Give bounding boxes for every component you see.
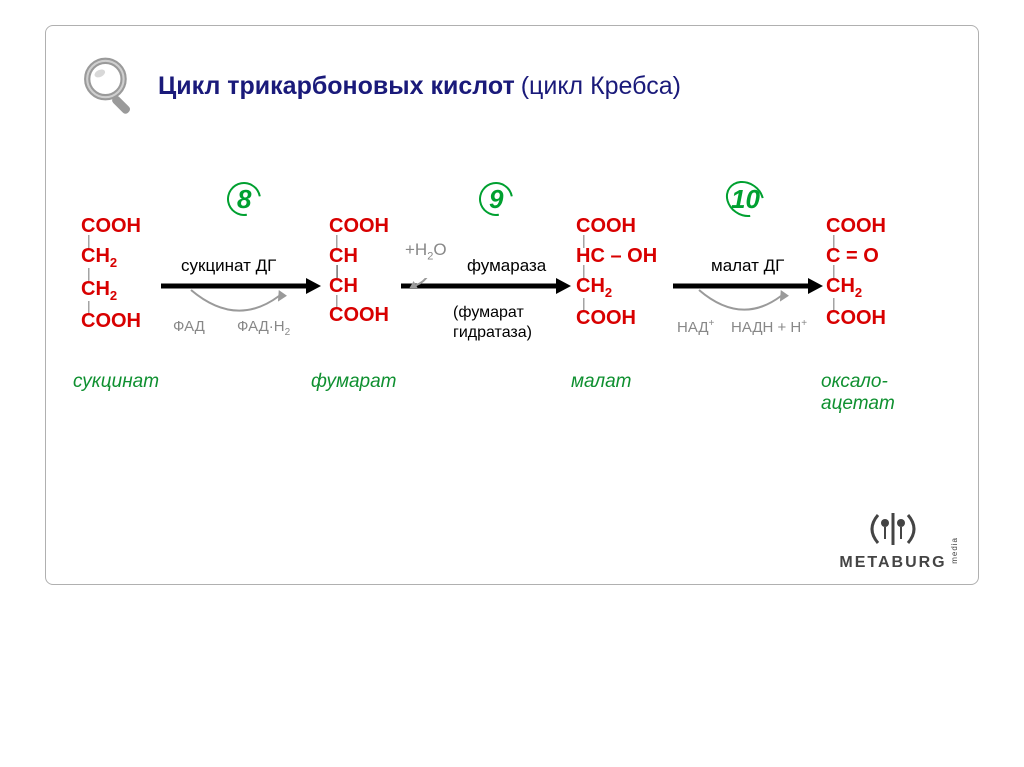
molecule-name-succinate: сукцинат: [73, 371, 159, 393]
enzyme-note-line2: гидратаза): [453, 324, 532, 342]
molecule-name-malate: малат: [571, 371, 632, 393]
brand-logo: METABURG media: [838, 509, 948, 572]
enzyme-label-2: фумараза: [467, 256, 546, 276]
cofactor-fad: ФАД: [173, 318, 205, 335]
addend-h2o: +Н2О: [405, 240, 447, 262]
enzyme-label-1: сукцинат ДГ: [181, 256, 276, 276]
molecule-name-fumarate: фумарат: [311, 371, 397, 393]
molecule-oxaloacetate: COOH | C = O | CH2 | COOH: [826, 216, 886, 328]
cofactor-fadh2: ФАД·Н2: [237, 318, 290, 338]
logo-icon: [838, 509, 948, 549]
molecule-succinate: COOH | CH2 | CH2 | COOH: [81, 216, 141, 331]
slide-card: Цикл трикарбоновых кислот (цикл Кребса) …: [45, 25, 979, 585]
logo-text: METABURG: [838, 554, 948, 572]
molecule-malate: COOH | HC – OH | CH2 | COOH: [576, 216, 657, 328]
step-number-8: 8: [237, 184, 251, 215]
cofactor-nad: НАД+: [677, 318, 714, 336]
molecule-name-oxaloacetate: оксало-ацетат: [821, 371, 895, 415]
slide-header: Цикл трикарбоновых кислот (цикл Кребса): [76, 51, 681, 121]
enzyme-label-3: малат ДГ: [711, 256, 784, 276]
slide-title-main: Цикл трикарбоновых кислот: [158, 72, 515, 101]
slide-title-sub: (цикл Кребса): [521, 72, 681, 101]
molecule-fumarate: COOH | CH || CH | COOH: [329, 216, 389, 325]
step-number-9: 9: [489, 184, 503, 215]
logo-subtext: media: [950, 537, 959, 564]
enzyme-note-line1: (фумарат: [453, 304, 524, 322]
cofactor-nadh: НАДН + Н+: [731, 318, 807, 336]
step-number-10: 10: [731, 184, 760, 215]
magnifier-icon: [76, 51, 146, 121]
